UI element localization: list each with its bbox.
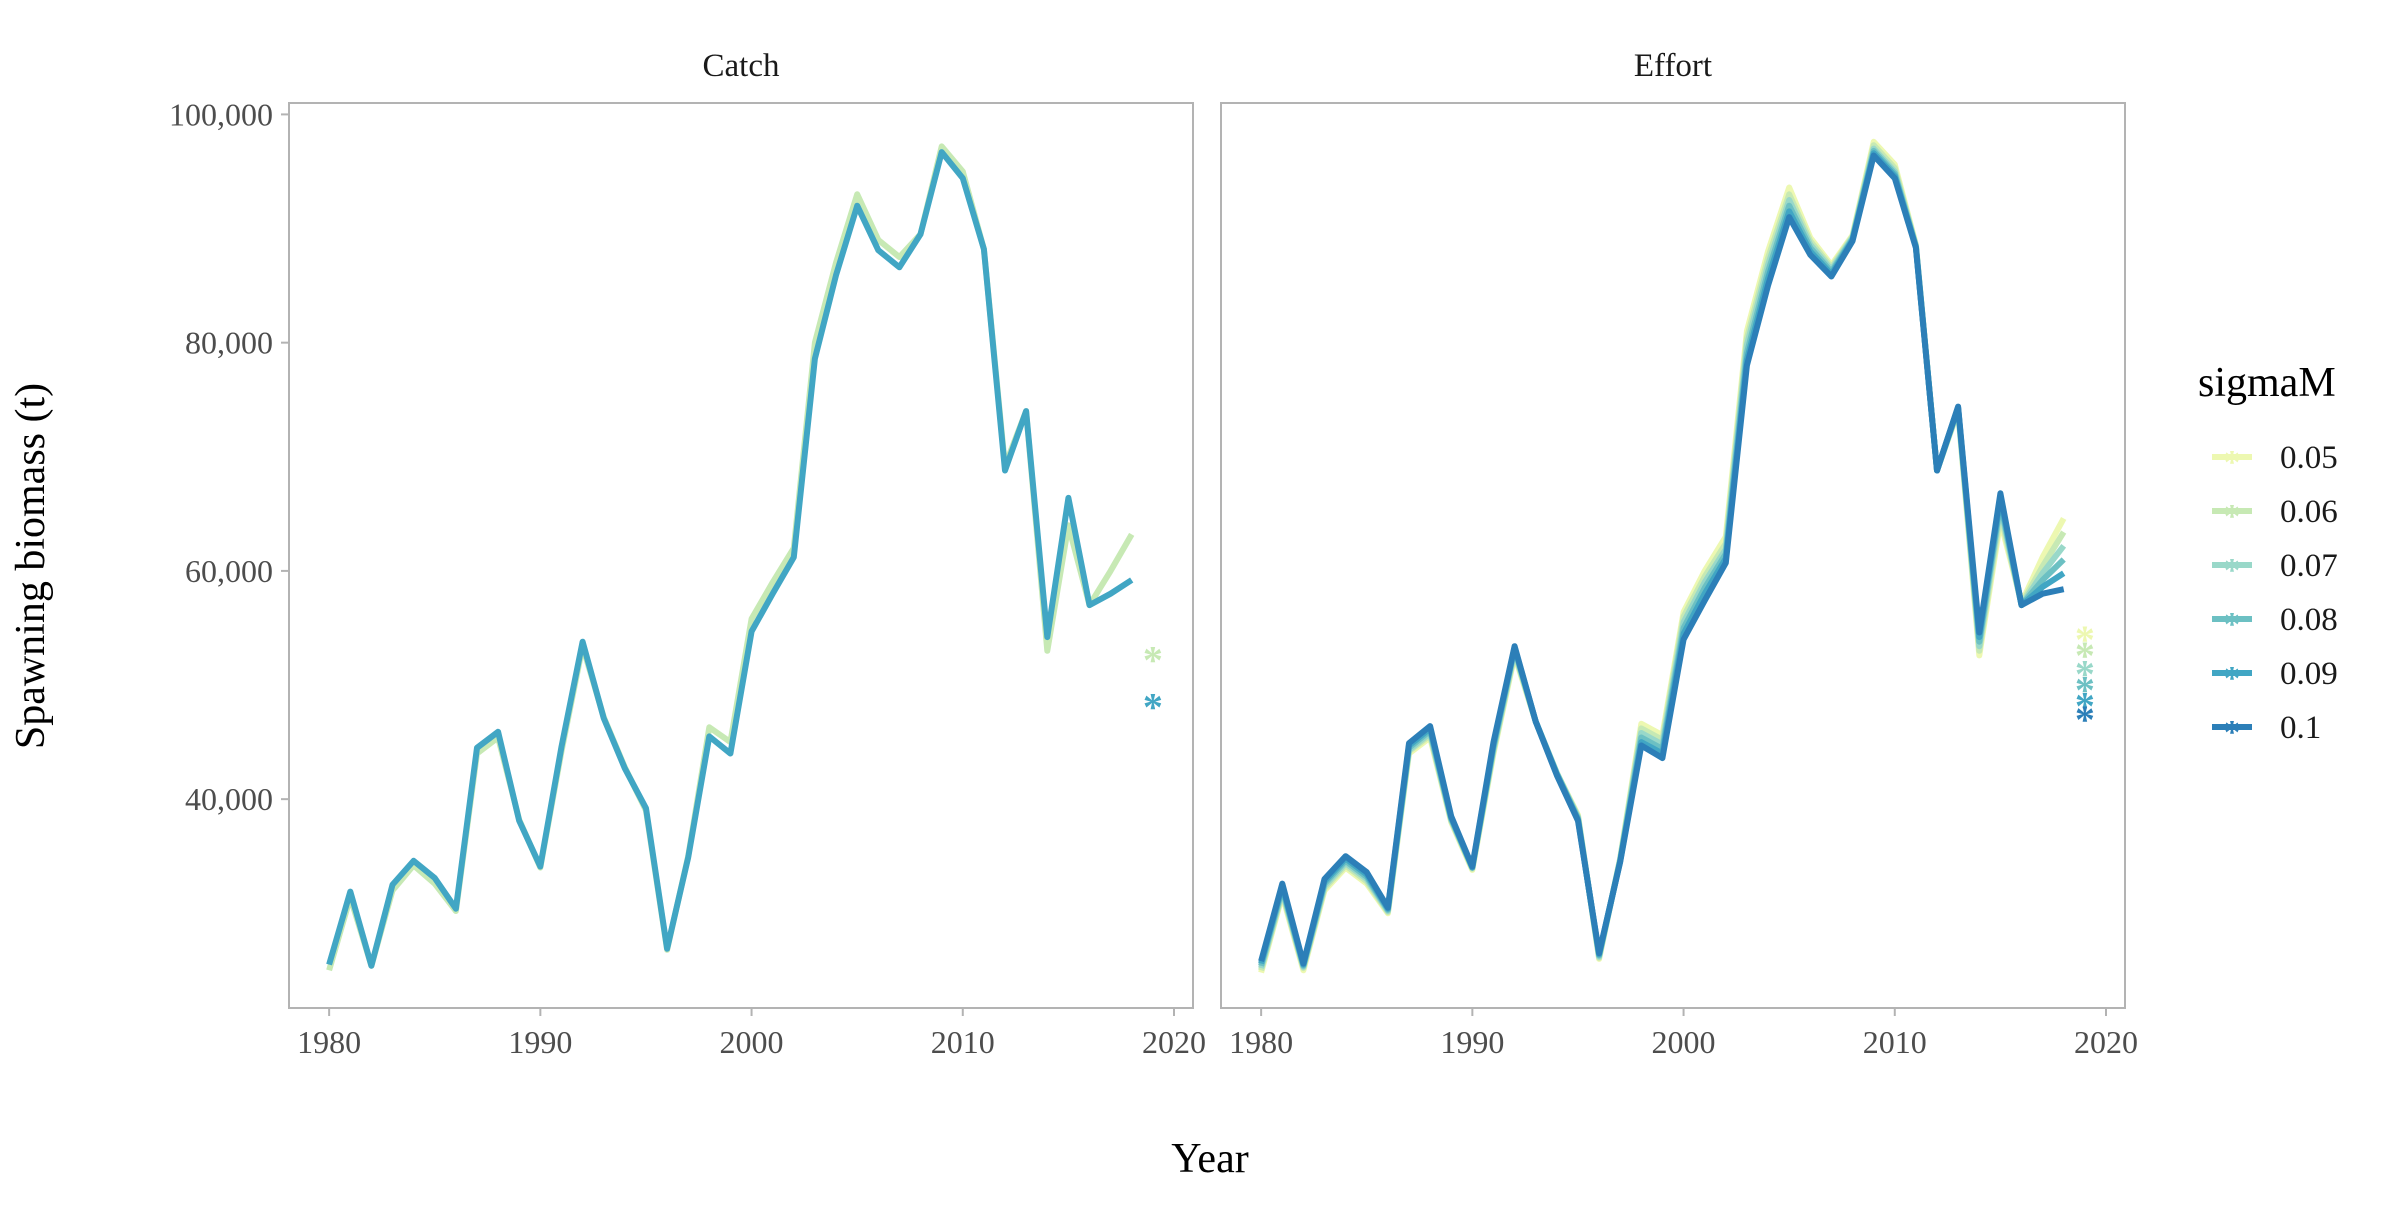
x-tick-label: 2000 [1652,1024,1716,1060]
legend-label: 0.09 [2280,656,2338,692]
facet-strip-label: Catch [703,48,780,84]
legend-entry: * 0.06 [2212,494,2338,535]
y-axis-title: Spawning biomass (t) [8,383,54,749]
legend-title: sigmaM [2198,360,2336,406]
point-marker-0.1: * [2075,697,2095,742]
panel-catch: Catch 1980 1990 2000 2010 2020 40,000 60,000 80,… [169,48,1206,1060]
x-tick-label: 1980 [297,1024,361,1060]
legend-key-point: * [2224,660,2241,697]
legend: sigmaM * 0.05 * 0.06 * 0.07 * 0.08 * 0.09 * 0.1 [2198,360,2338,751]
series-line-0.05 [1258,138,2067,974]
legend-key-point: * [2224,498,2241,535]
point-marker-0.09: * [2075,683,2095,728]
y-tick-label: 60,000 [185,553,273,589]
series-line-0.09 [1258,150,2066,968]
legend-entry: * 0.05 [2212,440,2338,481]
facet-strip-label: Effort [1634,48,1712,84]
panel-border [288,102,1194,1009]
x-tick-label: 2010 [1863,1024,1927,1060]
series-line-0.1 [1258,152,2065,967]
point-marker-0.08: * [2075,667,2095,712]
y-tick-label: 100,000 [169,96,273,132]
x-tick-label: 2020 [1142,1024,1206,1060]
point-marker-0.06: * [1143,638,1163,683]
legend-label: 0.05 [2280,440,2338,476]
series-line-0.06 [1258,142,2067,972]
point-marker-0.07: * [2075,651,2095,696]
legend-label: 0.08 [2280,602,2338,638]
x-axis-title: Year [1171,1136,1248,1182]
legend-key-point: * [2224,714,2241,751]
panels: Catch 1980 1990 2000 2010 2020 40,000 60,000 80,… [169,48,2138,1060]
series-line-0.07 [1258,145,2067,970]
series-line-0.09 [326,149,1134,969]
x-tick-label: 1990 [508,1024,572,1060]
legend-label: 0.1 [2280,710,2321,746]
legend-key-point: * [2224,552,2241,589]
point-marker-0.09: * [1143,684,1163,729]
legend-entry: * 0.07 [2212,548,2338,589]
y-tick-label: 40,000 [185,781,273,817]
legend-entry: * 0.08 [2212,602,2338,643]
x-tick-label: 2020 [2074,1024,2138,1060]
x-tick-label: 2000 [720,1024,784,1060]
x-tick-label: 1980 [1229,1024,1293,1060]
legend-entry: * 0.1 [2212,710,2321,751]
x-tick-label: 2010 [931,1024,995,1060]
panel-border [1220,102,2126,1009]
series-line-0.06 [326,143,1135,972]
legend-entry: * 0.09 [2212,656,2338,697]
legend-label: 0.06 [2280,494,2338,530]
series-line-0.08 [1258,147,2066,969]
x-tick-label: 1990 [1440,1024,1504,1060]
legend-label: 0.07 [2280,548,2338,584]
point-marker-0.06: * [2075,633,2095,678]
point-marker-0.05: * [2075,617,2095,662]
legend-key-point: * [2224,606,2241,643]
legend-key-point: * [2224,444,2241,481]
y-tick-label: 80,000 [185,325,273,361]
